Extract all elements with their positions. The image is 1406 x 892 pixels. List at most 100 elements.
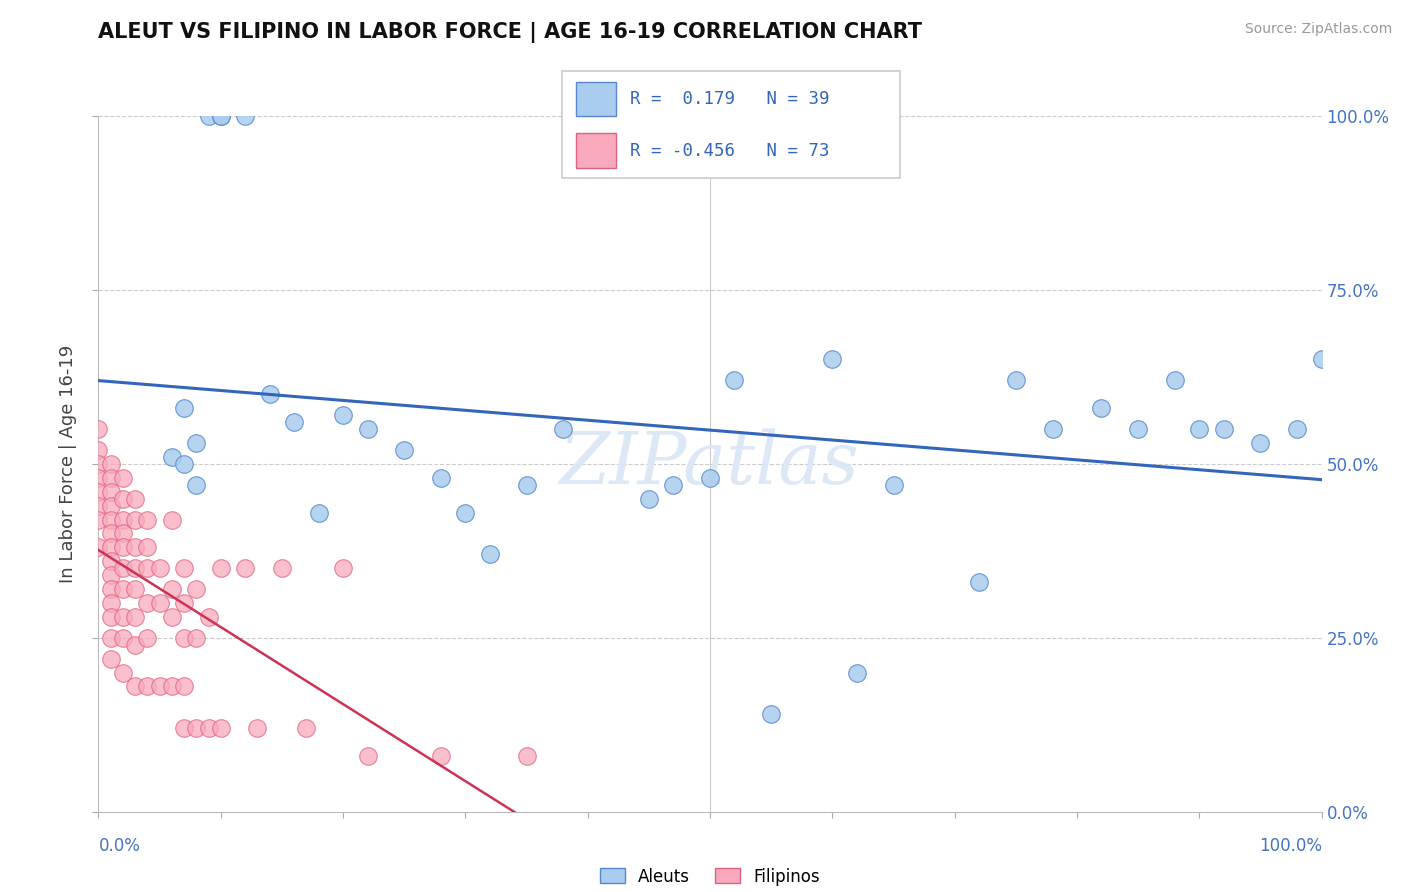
Point: [967, 575, 990, 590]
Point: [124, 541, 146, 555]
Bar: [576, 134, 616, 168]
Point: [1249, 436, 1271, 450]
Point: [821, 352, 844, 367]
Point: [124, 561, 146, 575]
Point: [515, 477, 537, 491]
Point: [430, 471, 453, 485]
Text: R = -0.456   N = 73: R = -0.456 N = 73: [630, 142, 830, 160]
Point: [173, 680, 195, 694]
Point: [699, 471, 721, 485]
Point: [87, 541, 110, 555]
Point: [111, 541, 134, 555]
Bar: [576, 82, 616, 116]
Point: [87, 442, 110, 457]
Point: [1042, 422, 1064, 436]
Point: [111, 526, 134, 541]
Point: [100, 471, 122, 485]
Point: [1286, 422, 1309, 436]
Point: [638, 491, 661, 506]
Point: [233, 109, 256, 123]
Point: [283, 415, 305, 429]
Point: [136, 561, 159, 575]
Point: [478, 547, 501, 561]
Point: [173, 596, 195, 610]
Point: [160, 450, 183, 464]
Point: [332, 561, 354, 575]
Point: [100, 541, 122, 555]
Point: [186, 582, 208, 596]
Text: R =  0.179   N = 39: R = 0.179 N = 39: [630, 90, 830, 108]
Point: [111, 561, 134, 575]
Point: [100, 457, 122, 471]
Point: [1212, 422, 1234, 436]
Point: [845, 665, 868, 680]
Point: [173, 457, 195, 471]
Point: [111, 491, 134, 506]
Point: [100, 568, 122, 582]
Point: [124, 512, 146, 526]
Point: [136, 596, 159, 610]
Point: [356, 749, 378, 764]
Point: [233, 561, 256, 575]
Point: [124, 610, 146, 624]
Point: [87, 422, 110, 436]
Point: [1164, 373, 1187, 387]
Point: [1188, 422, 1211, 436]
Y-axis label: In Labor Force | Age 16-19: In Labor Force | Age 16-19: [59, 344, 77, 583]
Point: [160, 610, 183, 624]
Point: [124, 491, 146, 506]
Point: [100, 526, 122, 541]
Point: [356, 422, 378, 436]
Point: [392, 442, 416, 457]
Point: [186, 477, 208, 491]
Point: [124, 582, 146, 596]
Point: [136, 541, 159, 555]
Point: [209, 561, 232, 575]
Point: [124, 638, 146, 652]
Point: [100, 554, 122, 568]
Point: [173, 631, 195, 645]
Point: [100, 512, 122, 526]
Point: [883, 477, 905, 491]
Point: [87, 457, 110, 471]
Point: [100, 582, 122, 596]
Point: [186, 721, 208, 735]
Point: [111, 582, 134, 596]
Text: Source: ZipAtlas.com: Source: ZipAtlas.com: [1244, 22, 1392, 37]
Text: 0.0%: 0.0%: [98, 837, 141, 855]
Point: [173, 561, 195, 575]
Point: [186, 631, 208, 645]
Point: [100, 631, 122, 645]
Text: ALEUT VS FILIPINO IN LABOR FORCE | AGE 16-19 CORRELATION CHART: ALEUT VS FILIPINO IN LABOR FORCE | AGE 1…: [98, 22, 922, 44]
Point: [100, 610, 122, 624]
Point: [209, 109, 232, 123]
Point: [1090, 401, 1112, 416]
Point: [173, 721, 195, 735]
Point: [270, 561, 294, 575]
Point: [160, 582, 183, 596]
Point: [136, 631, 159, 645]
Point: [259, 387, 281, 401]
Point: [111, 631, 134, 645]
Point: [111, 512, 134, 526]
Point: [149, 561, 172, 575]
FancyBboxPatch shape: [562, 71, 900, 178]
Point: [87, 471, 110, 485]
Point: [295, 721, 318, 735]
Point: [197, 109, 219, 123]
Point: [100, 499, 122, 513]
Point: [173, 401, 195, 416]
Point: [209, 721, 232, 735]
Point: [515, 749, 537, 764]
Point: [761, 707, 783, 722]
Point: [1128, 422, 1150, 436]
Point: [100, 596, 122, 610]
Point: [87, 499, 110, 513]
Legend: Aleuts, Filipinos: Aleuts, Filipinos: [592, 859, 828, 892]
Point: [723, 373, 745, 387]
Point: [553, 422, 575, 436]
Point: [430, 749, 453, 764]
Point: [160, 680, 183, 694]
Text: 100.0%: 100.0%: [1258, 837, 1322, 855]
Point: [111, 471, 134, 485]
